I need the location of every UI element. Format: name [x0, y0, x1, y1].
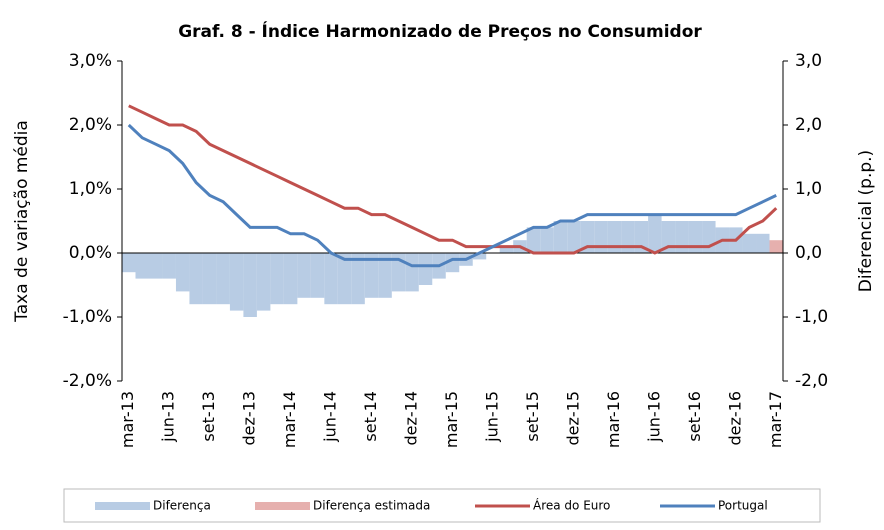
- y-tick-label: -2,0%: [63, 371, 112, 391]
- bar: [594, 221, 607, 253]
- bar: [419, 253, 432, 285]
- x-tick-label: mar-15: [442, 391, 461, 448]
- x-tick-label: set-13: [199, 391, 218, 442]
- y2-tick-label: 3,0: [795, 51, 822, 71]
- bar: [756, 234, 769, 253]
- bar: [216, 253, 229, 304]
- legend-label: Diferença estimada: [313, 499, 430, 513]
- y2-tick-label: 2,0: [795, 115, 822, 135]
- bar: [540, 227, 553, 253]
- bar: [554, 221, 567, 253]
- legend-label: Diferença: [153, 499, 211, 513]
- bar: [270, 253, 283, 304]
- x-tick-label: set-16: [685, 391, 704, 442]
- legend-label: Área do Euro: [533, 498, 610, 513]
- y-tick-label: 0,0%: [69, 243, 112, 263]
- x-tick-label: jun-16: [644, 391, 663, 443]
- y2-tick-label: -2,0: [795, 371, 828, 391]
- y2-axis-label: Diferencial (p.p.): [856, 150, 876, 292]
- x-tick-label: set-14: [361, 391, 380, 442]
- bar: [149, 253, 162, 279]
- bar: [230, 253, 243, 311]
- bar: [675, 221, 688, 253]
- x-tick-label: dez-13: [240, 391, 259, 446]
- legend-label: Portugal: [718, 499, 768, 513]
- bar: [122, 253, 135, 272]
- bar: [284, 253, 297, 304]
- x-tick-label: jun-14: [321, 391, 340, 443]
- x-tick-label: jun-15: [482, 391, 501, 443]
- bar: [135, 253, 148, 279]
- bar: [567, 221, 580, 253]
- legend-swatch: [255, 502, 310, 510]
- y2-tick-label: 1,0: [795, 179, 822, 199]
- x-tick-label: dez-14: [402, 391, 421, 446]
- y-tick-label: 2,0%: [69, 115, 112, 135]
- y2-tick-label: -1,0: [795, 307, 828, 327]
- bar: [324, 253, 337, 304]
- chart-title: Graf. 8 - Índice Harmonizado de Preços n…: [178, 20, 702, 42]
- y-tick-label: 3,0%: [69, 51, 112, 71]
- bar: [311, 253, 324, 298]
- bar: [702, 221, 715, 253]
- y2-tick-label: 0,0: [795, 243, 822, 263]
- x-tick-label: mar-17: [766, 391, 785, 448]
- bar: [743, 234, 756, 253]
- legend-swatch: [95, 502, 150, 510]
- x-tick-label: dez-15: [563, 391, 582, 446]
- x-tick-label: jun-13: [159, 391, 178, 443]
- x-tick-label: mar-13: [118, 391, 137, 448]
- y-tick-label: 1,0%: [69, 179, 112, 199]
- bar: [608, 221, 621, 253]
- bar: [203, 253, 216, 304]
- bar: [162, 253, 175, 279]
- bar: [621, 221, 634, 253]
- x-tick-label: set-15: [523, 391, 542, 442]
- y-axis-label: Taxa de variação média: [12, 120, 32, 323]
- x-tick-label: dez-16: [725, 391, 744, 446]
- bar: [176, 253, 189, 291]
- bar: [648, 215, 661, 253]
- bar: [297, 253, 310, 298]
- bar: [243, 253, 256, 317]
- y-tick-label: -1,0%: [63, 307, 112, 327]
- bar: [257, 253, 270, 311]
- bar: [770, 240, 783, 253]
- bar: [189, 253, 202, 304]
- x-tick-label: mar-14: [280, 391, 299, 448]
- x-tick-label: mar-16: [604, 391, 623, 448]
- bar: [689, 221, 702, 253]
- bar: [405, 253, 418, 291]
